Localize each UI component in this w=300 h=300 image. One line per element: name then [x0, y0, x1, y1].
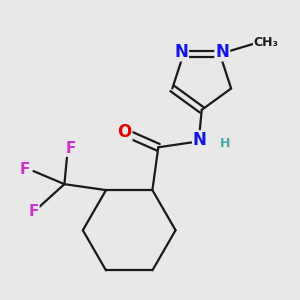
Text: F: F [20, 162, 30, 177]
Text: N: N [215, 43, 229, 61]
Text: F: F [65, 141, 76, 156]
Text: N: N [174, 43, 188, 61]
Text: O: O [117, 123, 132, 141]
Text: N: N [193, 131, 207, 149]
Text: H: H [220, 137, 230, 150]
Text: CH₃: CH₃ [254, 35, 279, 49]
Text: F: F [28, 204, 39, 219]
